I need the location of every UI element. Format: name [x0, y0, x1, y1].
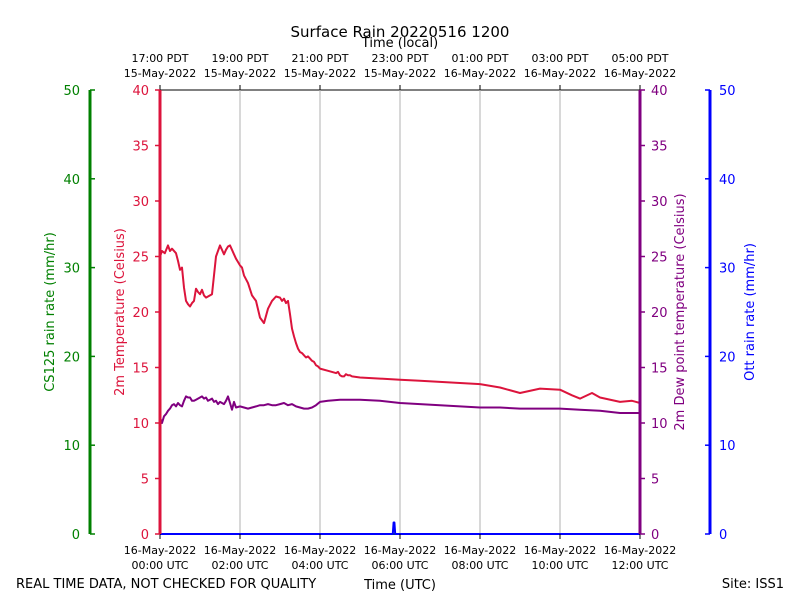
dewpoint-tick-label: 5: [651, 473, 659, 488]
cs125-tick-label: 30: [63, 262, 80, 277]
temperature-axis-label: 2m Temperature (Celsius): [113, 228, 128, 396]
top-axis-title: Time (local): [361, 36, 438, 51]
top-tick-label-date: 15-May-2022: [284, 67, 356, 80]
top-tick-label-time: 01:00 PDT: [451, 52, 508, 65]
dewpoint-tick-label: 30: [651, 195, 668, 210]
top-tick-label-time: 23:00 PDT: [371, 52, 428, 65]
dewpoint-tick-label: 10: [651, 417, 668, 432]
temperature-tick-label: 30: [132, 195, 149, 210]
top-tick-label-date: 16-May-2022: [444, 67, 516, 80]
x-tick-label-utc: 06:00 UTC: [371, 559, 428, 572]
x-tick-label-date: 16-May-2022: [124, 544, 196, 557]
site-label: Site: ISS1: [722, 577, 784, 592]
top-tick-label-date: 16-May-2022: [524, 67, 596, 80]
temperature-tick-label: 35: [132, 140, 149, 155]
cs125-tick-label: 10: [63, 439, 80, 454]
ott-axis-label: Ott rain rate (mm/hr): [743, 243, 758, 381]
dewpoint-tick-label: 0: [651, 528, 659, 543]
temperature-tick-label: 40: [132, 84, 149, 99]
top-tick-label-time: 21:00 PDT: [291, 52, 348, 65]
quality-disclaimer: REAL TIME DATA, NOT CHECKED FOR QUALITY: [16, 577, 316, 592]
dewpoint-tick-label: 25: [651, 251, 668, 266]
x-tick-label-utc: 04:00 UTC: [291, 559, 348, 572]
dewpoint-axis-label: 2m Dew point temperature (Celsius): [673, 193, 688, 430]
top-tick-label-date: 16-May-2022: [604, 67, 676, 80]
top-tick-label-time: 19:00 PDT: [211, 52, 268, 65]
cs125-tick-label: 0: [72, 528, 80, 543]
top-tick-label-date: 15-May-2022: [124, 67, 196, 80]
top-tick-label-time: 03:00 PDT: [531, 52, 588, 65]
top-tick-label-time: 17:00 PDT: [131, 52, 188, 65]
ott-tick-label: 20: [719, 350, 736, 365]
x-axis-label: Time (UTC): [363, 578, 436, 593]
x-tick-label-date: 16-May-2022: [284, 544, 356, 557]
ott-tick-label: 0: [719, 528, 727, 543]
x-tick-label-utc: 00:00 UTC: [131, 559, 188, 572]
gridlines: [239, 90, 561, 534]
x-tick-label-date: 16-May-2022: [604, 544, 676, 557]
x-tick-label-utc: 02:00 UTC: [211, 559, 268, 572]
temperature-tick-label: 5: [141, 473, 149, 488]
temperature-tick-label: 20: [132, 306, 149, 321]
series-2m-temperature-line: [159, 244, 641, 404]
ott-tick-label: 30: [719, 262, 736, 277]
axes-layer: 16-May-2022 00:00 UTC 16-May-2022 02:00 UTC…: [63, 52, 735, 572]
x-tick-label-utc: 08:00 UTC: [451, 559, 508, 572]
top-tick-label-date: 15-May-2022: [204, 67, 276, 80]
cs125-tick-label: 20: [63, 350, 80, 365]
cs125-axis-label: CS125 rain rate (mm/hr): [43, 232, 58, 392]
temperature-tick-label: 10: [132, 417, 149, 432]
chart-title: Surface Rain 20220516 1200: [291, 23, 510, 41]
top-tick-label-date: 15-May-2022: [364, 67, 436, 80]
ott-tick-label: 50: [719, 84, 736, 99]
x-tick-label-utc: 10:00 UTC: [531, 559, 588, 572]
dewpoint-tick-label: 20: [651, 306, 668, 321]
temperature-tick-label: 0: [141, 528, 149, 543]
ott-tick-label: 40: [719, 173, 736, 188]
dewpoint-tick-label: 35: [651, 140, 668, 155]
dewpoint-tick-label: 15: [651, 362, 668, 377]
x-tick-label-utc: 12:00 UTC: [611, 559, 668, 572]
temperature-tick-label: 25: [132, 251, 149, 266]
top-tick-label-time: 05:00 PDT: [611, 52, 668, 65]
ott-tick-label: 10: [719, 439, 736, 454]
x-tick-label-date: 16-May-2022: [364, 544, 436, 557]
series-2m-dew-point-temperature-line: [159, 395, 640, 424]
cs125-tick-label: 50: [63, 84, 80, 99]
temperature-tick-label: 15: [132, 362, 149, 377]
x-tick-label-date: 16-May-2022: [524, 544, 596, 557]
cs125-tick-label: 40: [63, 173, 80, 188]
x-tick-label-date: 16-May-2022: [444, 544, 516, 557]
dewpoint-tick-label: 40: [651, 84, 668, 99]
x-tick-label-date: 16-May-2022: [204, 544, 276, 557]
series-ott-rain-rate-line: [160, 521, 640, 535]
